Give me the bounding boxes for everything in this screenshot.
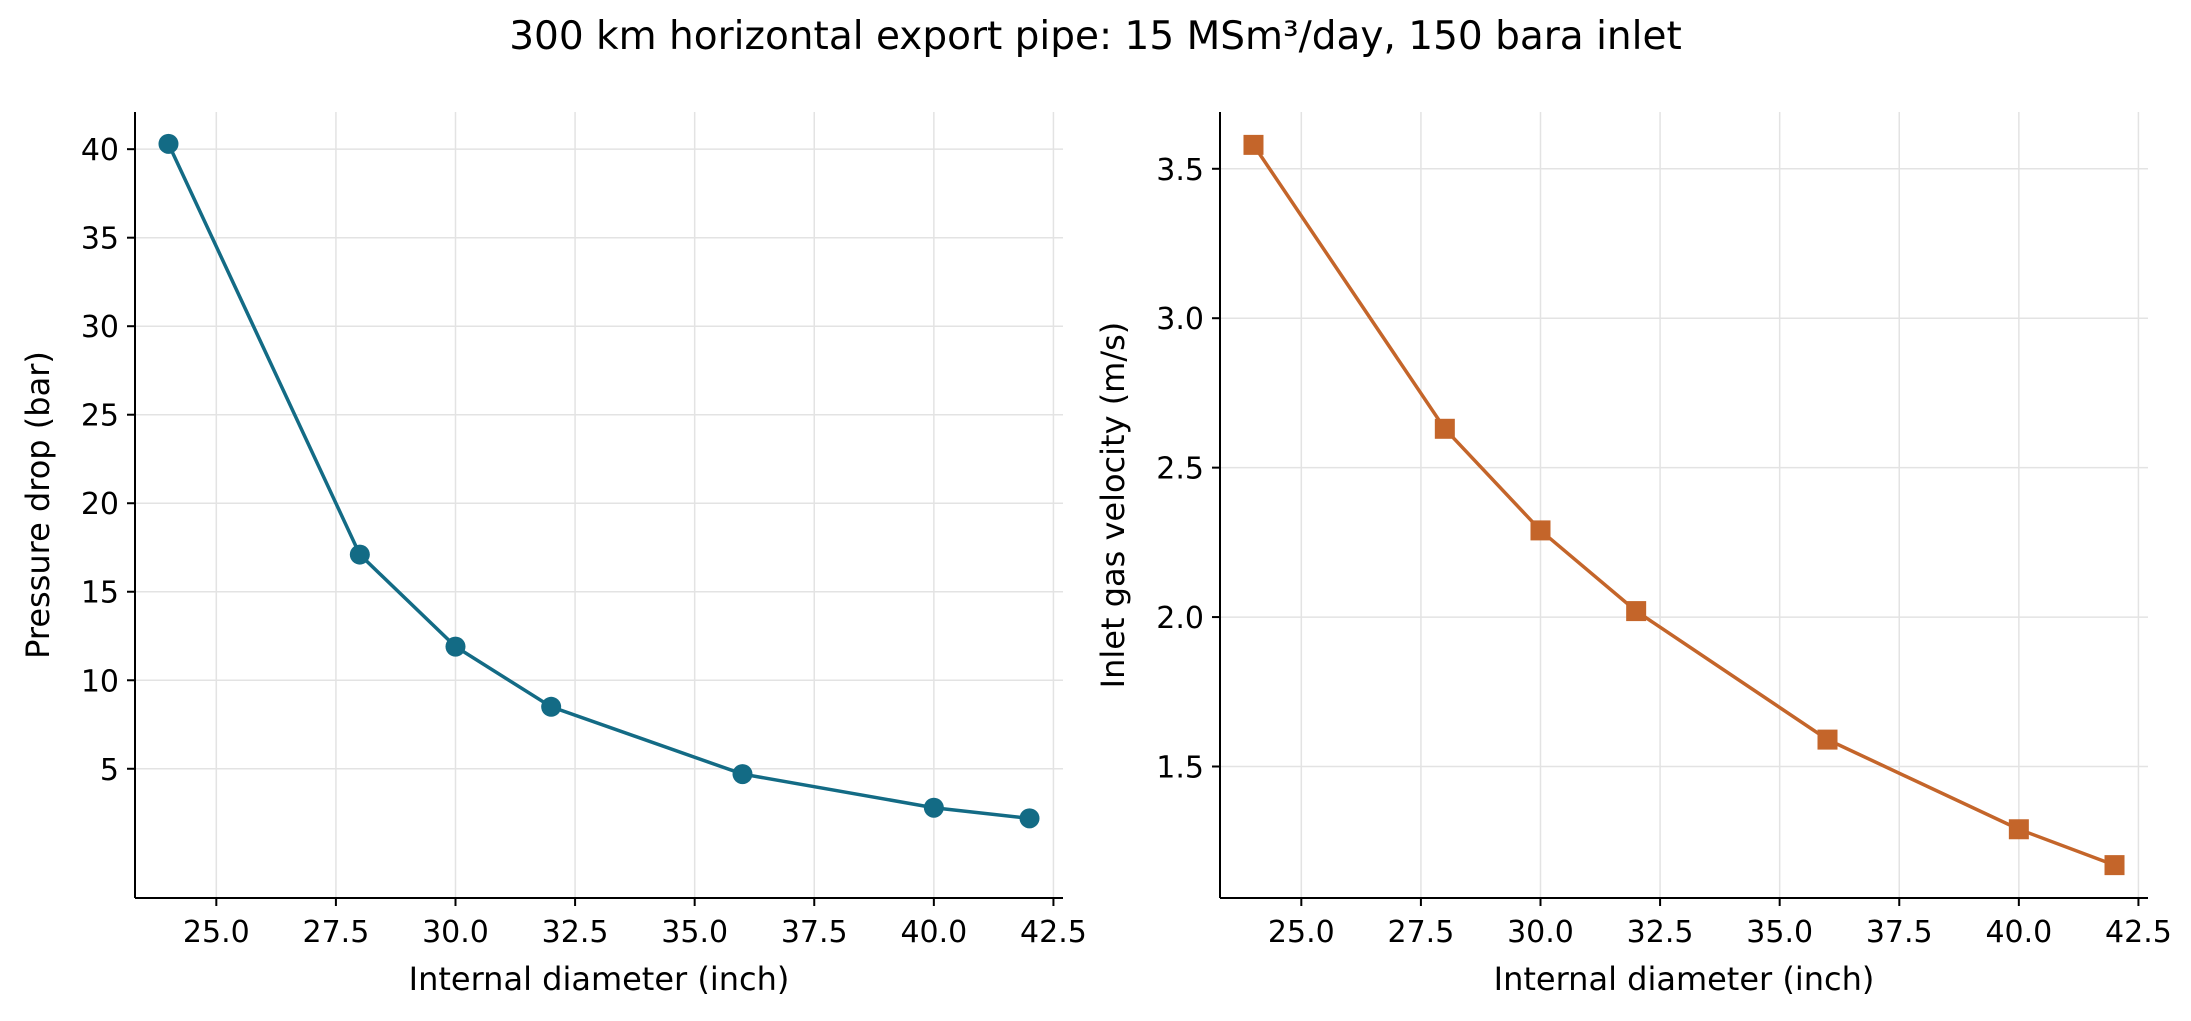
x-tick-label: 27.5 bbox=[303, 915, 370, 950]
x-tick-label: 25.0 bbox=[183, 915, 250, 950]
y-tick-label: 40 bbox=[81, 133, 119, 168]
data-point bbox=[732, 764, 753, 785]
chart-panel-left: 25.0 27.5 30.0 32.5 35.0 37.5 40.0 42.5 5 10 15 20 2… bbox=[19, 112, 1087, 998]
data-point bbox=[2104, 855, 2125, 876]
y-tick-label: 35 bbox=[81, 222, 119, 257]
x-tick-label: 35.0 bbox=[661, 915, 728, 950]
y-tick-label: 30 bbox=[81, 310, 119, 345]
x-tick-label: 25.0 bbox=[1268, 915, 1335, 950]
y-tick-label: 15 bbox=[81, 576, 119, 611]
figure-title: 300 km horizontal export pipe: 15 MSm³/d… bbox=[509, 14, 1682, 59]
series-line bbox=[166, 143, 1030, 821]
y-tick-label: 2.0 bbox=[1156, 601, 1204, 636]
x-tick-label: 40.0 bbox=[900, 915, 967, 950]
y-tick-label: 10 bbox=[81, 664, 119, 699]
y-tick-label: 3.5 bbox=[1156, 153, 1204, 188]
data-point bbox=[1019, 808, 1040, 829]
y-tick-label: 1.5 bbox=[1156, 751, 1204, 786]
x-tick-label: 42.5 bbox=[1020, 915, 1087, 950]
grid-lines bbox=[135, 112, 1063, 898]
data-point bbox=[158, 133, 179, 154]
series-line bbox=[1252, 143, 2116, 867]
data-point bbox=[1817, 729, 1838, 750]
y-tick-label: 25 bbox=[81, 399, 119, 434]
x-tick-label: 37.5 bbox=[781, 915, 848, 950]
x-axis-label: Internal diameter (inch) bbox=[409, 960, 790, 998]
chart-panel-right: 25.0 27.5 30.0 32.5 35.0 37.5 40.0 42.5 1.5 2.0 2.… bbox=[1094, 112, 2172, 998]
data-point bbox=[923, 797, 944, 818]
data-point bbox=[1626, 601, 1647, 622]
y-axis-label: Inlet gas velocity (m/s) bbox=[1094, 322, 1132, 689]
x-tick-label: 42.5 bbox=[2105, 915, 2172, 950]
y-tick-label: 3.0 bbox=[1156, 302, 1204, 337]
data-point bbox=[541, 696, 562, 717]
grid-lines bbox=[1220, 112, 2148, 898]
data-point bbox=[2008, 819, 2029, 840]
y-tick-label: 2.5 bbox=[1156, 452, 1204, 487]
data-point bbox=[1434, 418, 1455, 439]
x-tick-label: 30.0 bbox=[1507, 915, 1574, 950]
x-tick-label: 27.5 bbox=[1388, 915, 1455, 950]
data-point bbox=[1530, 520, 1551, 541]
x-tick-label: 35.0 bbox=[1746, 915, 1813, 950]
y-tick-label: 20 bbox=[81, 487, 119, 522]
x-tick-label: 30.0 bbox=[422, 915, 489, 950]
x-tick-label: 40.0 bbox=[1985, 915, 2052, 950]
data-point bbox=[445, 636, 466, 657]
x-tick-label: 37.5 bbox=[1866, 915, 1933, 950]
y-tick-label: 5 bbox=[100, 753, 119, 788]
x-axis-label: Internal diameter (inch) bbox=[1494, 960, 1875, 998]
data-point bbox=[1243, 134, 1264, 155]
y-axis-label: Pressure drop (bar) bbox=[19, 351, 57, 659]
x-tick-label: 32.5 bbox=[1627, 915, 1694, 950]
x-tick-label: 32.5 bbox=[542, 915, 609, 950]
data-point bbox=[349, 544, 370, 565]
